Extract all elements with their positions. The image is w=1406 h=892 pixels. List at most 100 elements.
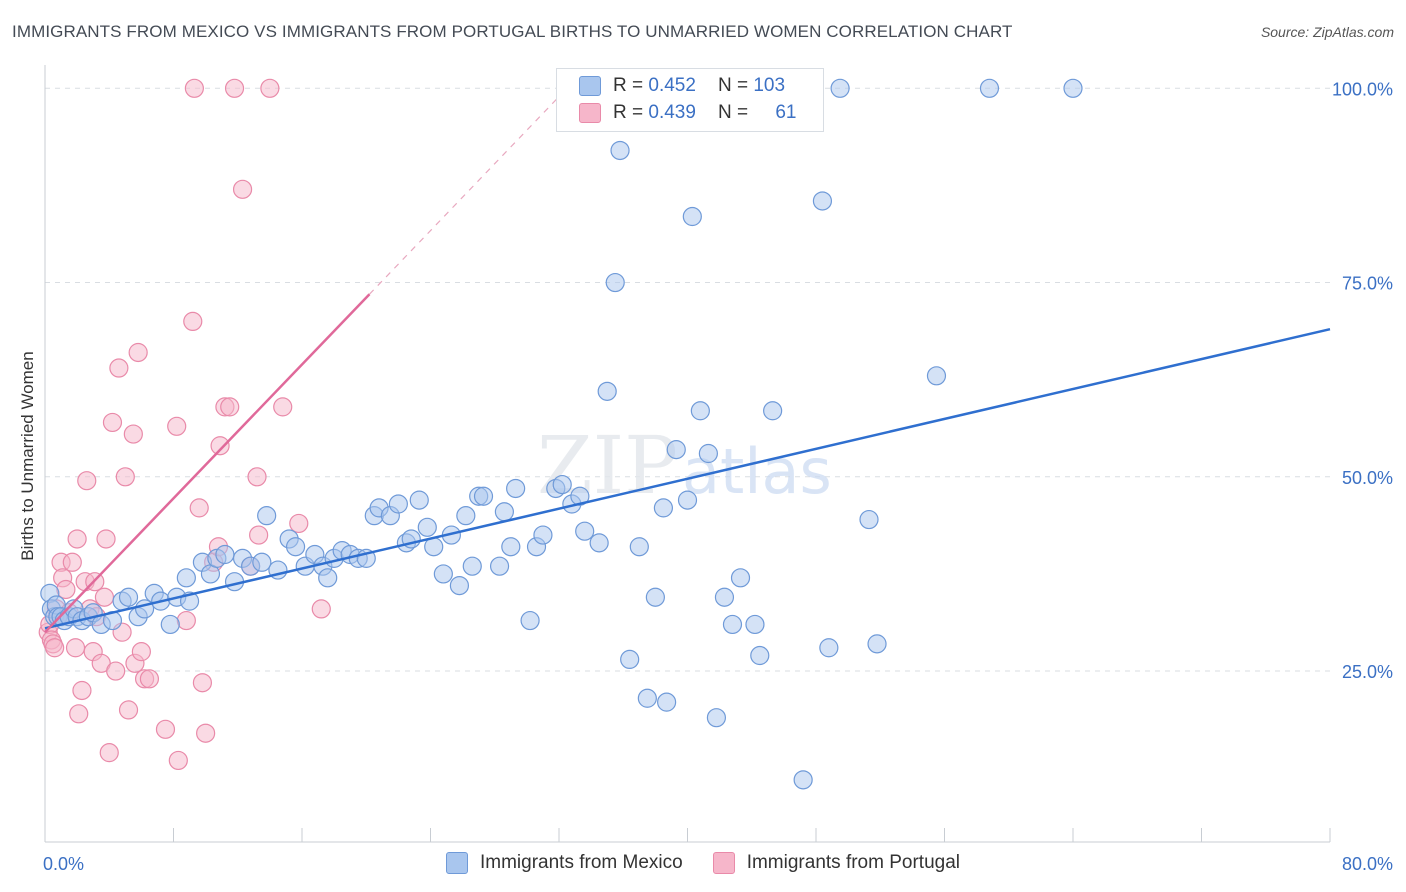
mexico-point bbox=[118, 587, 139, 607]
portugal-point bbox=[96, 529, 116, 549]
portugal-point bbox=[249, 525, 269, 545]
portugal-point bbox=[109, 358, 129, 378]
legend-r-value-mexico: 0.452 bbox=[648, 75, 696, 96]
mexico-point bbox=[552, 474, 572, 495]
legend-n-value-portugal: 61 bbox=[775, 102, 797, 123]
portugal-point bbox=[131, 642, 151, 662]
legend-item-portugal[interactable]: Immigrants from Portugal bbox=[712, 852, 960, 874]
y-tick-label: 75.0% bbox=[1342, 274, 1393, 294]
mexico-point bbox=[698, 443, 718, 464]
legend-swatch-mexico bbox=[579, 76, 601, 96]
legend-r-value-portugal: 0.439 bbox=[648, 102, 696, 123]
mexico-point bbox=[867, 634, 887, 654]
y-tick-label: 25.0% bbox=[1342, 662, 1393, 682]
x-tick-label: 0.0% bbox=[43, 854, 84, 874]
portugal-point bbox=[176, 610, 196, 631]
mexico-point bbox=[160, 614, 180, 635]
portugal-point bbox=[273, 397, 293, 417]
legend-r-label: R = bbox=[613, 75, 644, 96]
mexico-point bbox=[215, 544, 235, 565]
portugal-point bbox=[247, 467, 267, 487]
legend-swatch-portugal bbox=[579, 103, 601, 123]
mexico-point bbox=[417, 517, 437, 537]
mexico-point bbox=[570, 486, 590, 506]
portugal-point bbox=[168, 750, 188, 771]
legend-label-mexico: Immigrants from Mexico bbox=[480, 852, 683, 873]
series-legend: Immigrants from Mexico Immigrants from P… bbox=[0, 852, 1406, 874]
portugal-point bbox=[184, 78, 204, 98]
portugal-point bbox=[99, 743, 119, 763]
mexico-point bbox=[520, 610, 540, 631]
portugal-trend-extension bbox=[369, 87, 568, 295]
mexico-point bbox=[859, 509, 879, 530]
portugal-point bbox=[183, 311, 203, 332]
series-portugal bbox=[38, 78, 331, 771]
mexico-point bbox=[637, 688, 657, 708]
portugal-point bbox=[106, 661, 126, 681]
mexico-point bbox=[449, 575, 470, 596]
portugal-point bbox=[192, 673, 213, 693]
mexico-point bbox=[489, 556, 510, 576]
mexico-point bbox=[433, 564, 453, 584]
portugal-point bbox=[115, 467, 135, 487]
mexico-point bbox=[745, 614, 765, 635]
portugal-point bbox=[62, 552, 82, 572]
legend-row-portugal: R = 0.439 N = 61 bbox=[579, 100, 796, 126]
mexico-point bbox=[318, 568, 338, 588]
mexico-point bbox=[812, 191, 833, 211]
mexico-point bbox=[620, 649, 640, 670]
mexico-point bbox=[666, 440, 686, 460]
legend-item-mexico[interactable]: Immigrants from Mexico bbox=[446, 852, 683, 874]
x-tick-label: 80.0% bbox=[1342, 854, 1393, 874]
chart-title: IMMIGRANTS FROM MEXICO VS IMMIGRANTS FRO… bbox=[12, 22, 1013, 41]
mexico-point bbox=[1063, 78, 1083, 98]
mexico-point bbox=[462, 556, 482, 576]
mexico-point bbox=[610, 140, 630, 161]
mexico-point bbox=[473, 486, 494, 506]
portugal-point bbox=[224, 78, 245, 98]
mexico-point bbox=[252, 552, 272, 572]
portugal-point bbox=[67, 529, 87, 549]
portugal-trend-line bbox=[44, 293, 371, 634]
portugal-point bbox=[139, 669, 160, 689]
portugal-point bbox=[311, 599, 331, 619]
mexico-point bbox=[501, 537, 521, 557]
mexico-point bbox=[730, 568, 751, 588]
portugal-point bbox=[56, 579, 76, 600]
mexico-point bbox=[677, 490, 698, 510]
mexico-point bbox=[494, 502, 514, 522]
portugal-point bbox=[77, 471, 97, 491]
source-label: Source: ZipAtlas.com bbox=[1260, 24, 1394, 40]
mexico-point bbox=[830, 78, 850, 98]
mexico-point bbox=[657, 692, 677, 712]
portugal-point bbox=[196, 723, 216, 743]
portugal-point bbox=[189, 498, 209, 518]
legend-swatch-mexico bbox=[446, 852, 468, 874]
mexico-point bbox=[506, 478, 526, 499]
mexico-point bbox=[597, 381, 617, 401]
portugal-point bbox=[210, 436, 230, 456]
portugal-point bbox=[72, 680, 92, 701]
portugal-point bbox=[118, 700, 139, 720]
mexico-point bbox=[285, 537, 306, 557]
legend-swatch-portugal bbox=[712, 852, 735, 874]
y-tick-label: 100.0% bbox=[1332, 79, 1393, 99]
legend-n-value-mexico: 103 bbox=[753, 75, 786, 96]
legend-row-mexico: R = 0.452 N = 103 bbox=[579, 73, 785, 99]
axes bbox=[44, 65, 1331, 843]
portugal-point bbox=[94, 587, 115, 607]
mexico-point bbox=[388, 494, 408, 514]
legend-n-label: N = bbox=[717, 75, 749, 96]
mexico-trend-line bbox=[44, 327, 1331, 630]
mexico-point bbox=[722, 614, 743, 635]
trend-lines bbox=[44, 87, 1331, 634]
mexico-point bbox=[926, 366, 947, 386]
portugal-point bbox=[69, 704, 89, 724]
legend-label-portugal: Immigrants from Portugal bbox=[746, 852, 960, 873]
mexico-point bbox=[682, 206, 702, 227]
portugal-point bbox=[155, 719, 176, 739]
mexico-point bbox=[605, 272, 625, 293]
mexico-point bbox=[653, 498, 674, 518]
mexico-point bbox=[629, 537, 649, 557]
